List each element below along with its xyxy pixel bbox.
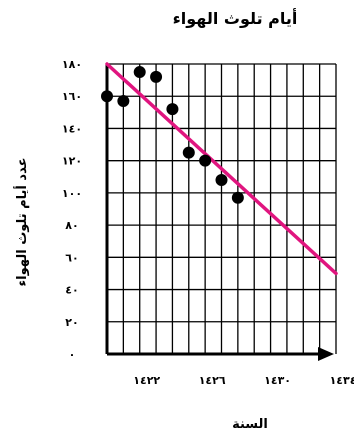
y-tick-label: ١٨٠ [62, 58, 82, 71]
data-point [101, 90, 113, 103]
y-tick-label: ٤٠ [65, 284, 78, 297]
x-tick-label: ١٤٢٢ [133, 374, 160, 387]
data-point [182, 146, 195, 159]
data-point [150, 70, 163, 83]
data-point [166, 103, 179, 116]
x-tick-labels: ١٤٢٢ ١٤٢٦ ١٤٣٠ ١٤٣٤ [133, 374, 354, 387]
y-tick-label: ٠ [69, 348, 76, 361]
data-point [199, 154, 212, 167]
y-axis-label: عدد أيام تلوث الهواء [13, 158, 30, 287]
axes [105, 64, 334, 361]
data-point [231, 191, 244, 204]
x-axis-label: السنة [232, 417, 268, 432]
y-tick-label: ١٦٠ [62, 90, 82, 103]
y-tick-label: ١٠٠ [62, 187, 82, 200]
y-tick-label: ٦٠ [65, 251, 78, 264]
y-tick-labels: ٠ ٢٠ ٤٠ ٦٠ ٨٠ ١٠٠ ١٢٠ ١٤٠ ١٦٠ ١٨٠ [62, 58, 82, 361]
x-tick-label: ١٤٢٦ [199, 374, 226, 387]
data-point [117, 95, 130, 108]
chart-title: أيام تلوث الهواء [173, 8, 298, 28]
x-axis-arrow [318, 347, 334, 361]
data-point [215, 174, 228, 186]
y-tick-label: ٢٠ [65, 316, 78, 329]
y-tick-label: ١٤٠ [62, 122, 82, 135]
grid [107, 63, 337, 354]
data-point [133, 66, 146, 79]
data-points [101, 66, 244, 204]
trend-layer [105, 62, 338, 276]
x-tick-label: ١٤٣٠ [264, 374, 291, 387]
x-tick-label: ١٤٣٤ [330, 374, 354, 387]
y-tick-label: ١٢٠ [62, 155, 82, 168]
y-tick-label: ٨٠ [65, 219, 78, 232]
trend-line [105, 62, 338, 276]
